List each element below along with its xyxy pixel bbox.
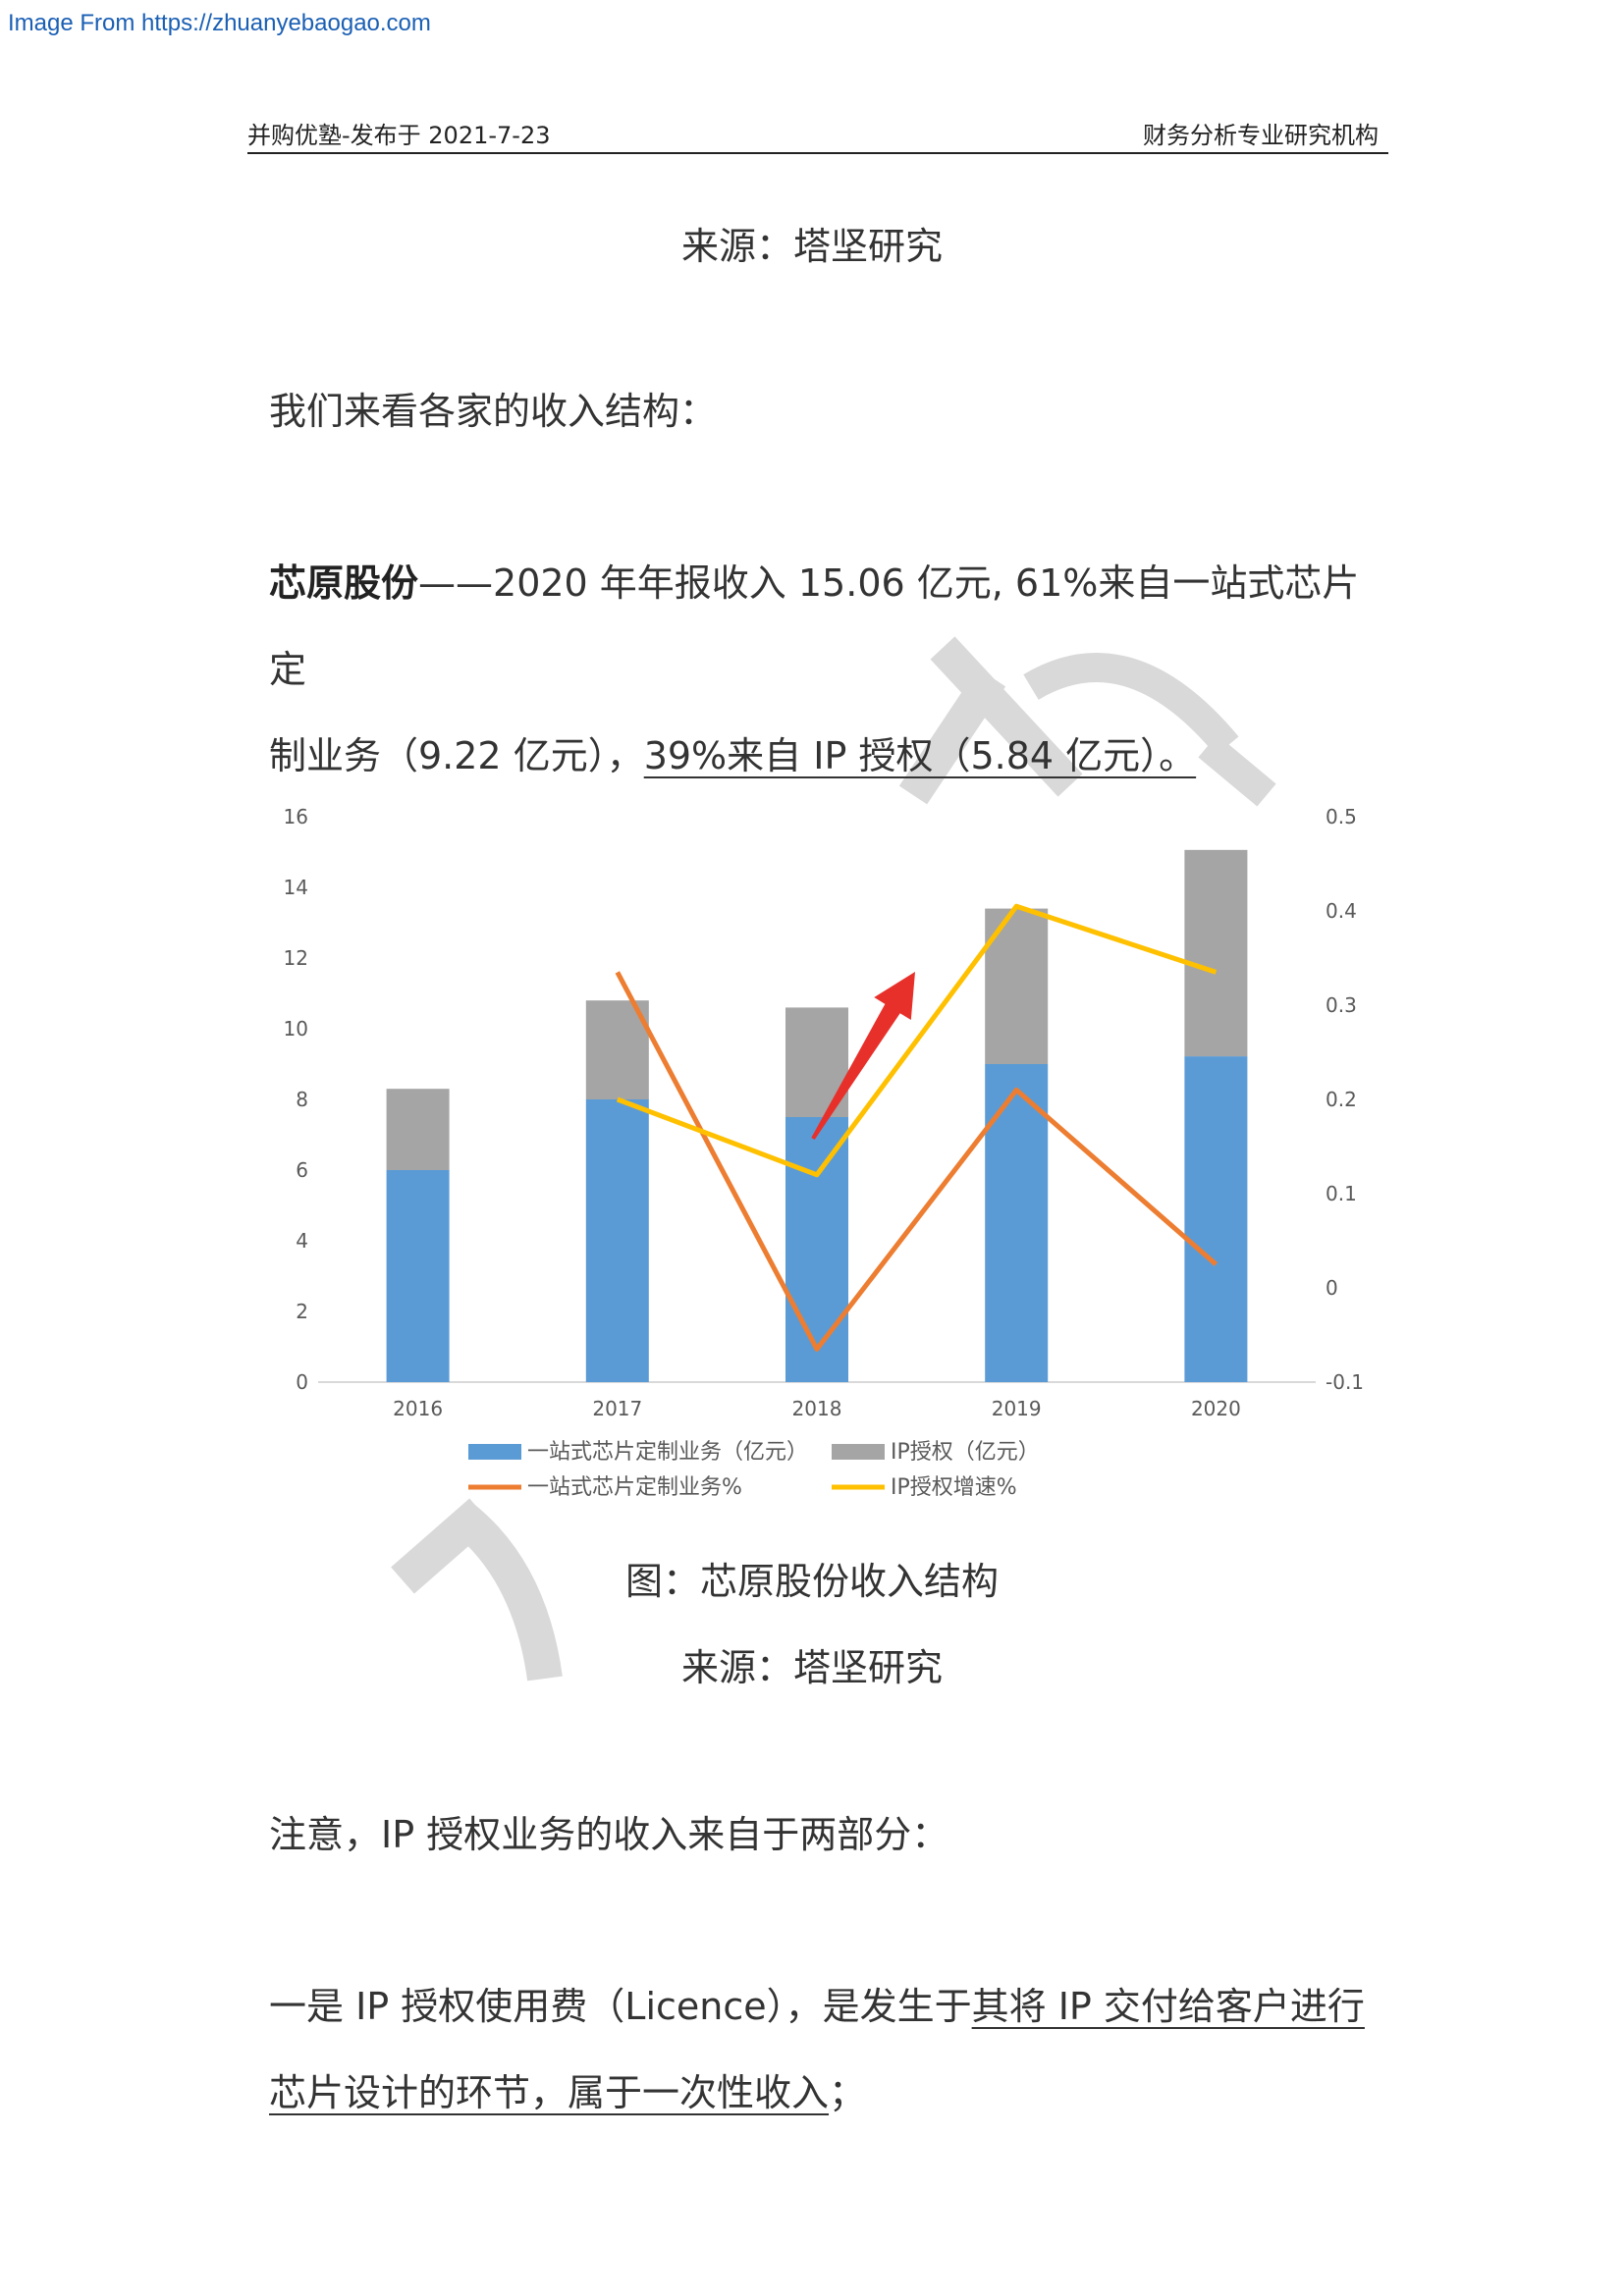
legend-label: 一站式芯片定制业务% (527, 1475, 742, 1500)
point-1-line-1-underlined: 其将 IP 交付给客户进行 (971, 1985, 1365, 2028)
source-link[interactable]: Image From https://zhuanyebaogao.com (8, 10, 431, 36)
y-right-tick-label: 0.3 (1326, 993, 1357, 1017)
y-left-tick-label: 8 (296, 1088, 308, 1111)
company-line-1-rest: ——2020 年年报收入 15.06 亿元, 61%来自一站式芯片定 (269, 561, 1360, 691)
header-org-name: 财务分析专业研究机构 (1143, 122, 1379, 149)
y-left-tick-label: 2 (296, 1300, 308, 1323)
x-tick-label: 2017 (592, 1397, 642, 1420)
bar-custom-chip (585, 1099, 649, 1382)
point-1-line-2-tail: ； (829, 2071, 867, 2114)
bar-custom-chip (1184, 1056, 1248, 1382)
legend-label: IP授权增速% (891, 1475, 1017, 1500)
point-1-paragraph: 一是 IP 授权使用费（Licence），是发生于其将 IP 交付给客户进行 芯… (269, 1963, 1379, 2136)
annotation-arrow (811, 972, 915, 1141)
y-left-tick-label: 0 (296, 1370, 308, 1394)
bar-ip-license (1184, 849, 1248, 1057)
y-left-tick-label: 16 (284, 805, 308, 828)
point-1-line-1-plain: 一是 IP 授权使用费（Licence），是发生于 (269, 1985, 972, 2028)
legend: 一站式芯片定制业务（亿元） IP授权（亿元） 一站式芯片定制业务% IP授权增速% (468, 1440, 1040, 1500)
y-right-tick-label: -0.1 (1326, 1370, 1364, 1394)
red-arrow-icon (811, 972, 915, 1141)
y-left-tick-label: 10 (284, 1017, 308, 1041)
company-line-2-underlined: 39%来自 IP 授权（5.84 亿元）。 (643, 734, 1197, 777)
source-top: 来源：塔坚研究 (680, 225, 943, 268)
point-1-line-2-underlined: 芯片设计的环节，属于一次性收入 (269, 2071, 830, 2114)
bar-custom-chip (785, 1117, 848, 1382)
point-1-line-1: 一是 IP 授权使用费（Licence），是发生于其将 IP 交付给客户进行 (269, 1963, 1379, 2050)
y-left-tick-label: 12 (284, 946, 308, 970)
figure-caption: 图：芯原股份收入结构 (624, 1560, 999, 1603)
y-right-tick-label: 0.1 (1326, 1182, 1357, 1205)
header-divider (247, 152, 1388, 154)
x-tick-label: 2018 (792, 1397, 842, 1420)
legend-swatch (832, 1444, 885, 1460)
company-line-2: 制业务（9.22 亿元），39%来自 IP 授权（5.84 亿元）。 (269, 713, 1379, 799)
note-text: 注意，IP 授权业务的收入来自于两部分： (269, 1813, 949, 1856)
series-lines (615, 903, 1218, 1352)
legend-label: IP授权（亿元） (891, 1440, 1040, 1465)
x-axis: 2016 2017 2018 2019 2020 (393, 1397, 1241, 1420)
line-ip-growth (616, 903, 1218, 1178)
legend-swatch (468, 1444, 521, 1460)
company-paragraph: 芯原股份——2020 年年报收入 15.06 亿元, 61%来自一站式芯片定 制… (269, 540, 1379, 799)
bars (386, 849, 1248, 1382)
bar-ip-license (386, 1089, 450, 1170)
x-tick-label: 2019 (992, 1397, 1042, 1420)
line-custom-chip-growth (615, 971, 1218, 1352)
point-1-line-2: 芯片设计的环节，属于一次性收入； (269, 2050, 1379, 2136)
y-left-axis: 0 2 4 6 8 10 12 14 16 (284, 805, 308, 1394)
bar-custom-chip (386, 1170, 450, 1382)
legend-label: 一站式芯片定制业务（亿元） (527, 1440, 808, 1465)
y-right-tick-label: 0.5 (1326, 805, 1357, 828)
company-line-1: 芯原股份——2020 年年报收入 15.06 亿元, 61%来自一站式芯片定 (269, 540, 1379, 713)
company-line-2-plain: 制业务（9.22 亿元）， (269, 734, 644, 777)
header-publisher-date: 并购优塾-发布于 2021-7-23 (247, 122, 551, 149)
company-name: 芯原股份 (269, 561, 419, 605)
y-right-tick-label: 0.2 (1326, 1088, 1357, 1111)
y-right-tick-label: 0 (1326, 1276, 1338, 1300)
x-tick-label: 2016 (393, 1397, 443, 1420)
source-bottom: 来源：塔坚研究 (680, 1646, 943, 1689)
y-left-tick-label: 4 (296, 1229, 308, 1253)
intro-text: 我们来看各家的收入结构： (269, 390, 718, 433)
y-right-tick-label: 0.4 (1326, 899, 1357, 923)
y-right-axis: -0.1 0 0.1 0.2 0.3 0.4 0.5 (1326, 805, 1364, 1394)
x-tick-label: 2020 (1191, 1397, 1241, 1420)
y-left-tick-label: 6 (296, 1158, 308, 1182)
y-left-tick-label: 14 (284, 876, 308, 899)
